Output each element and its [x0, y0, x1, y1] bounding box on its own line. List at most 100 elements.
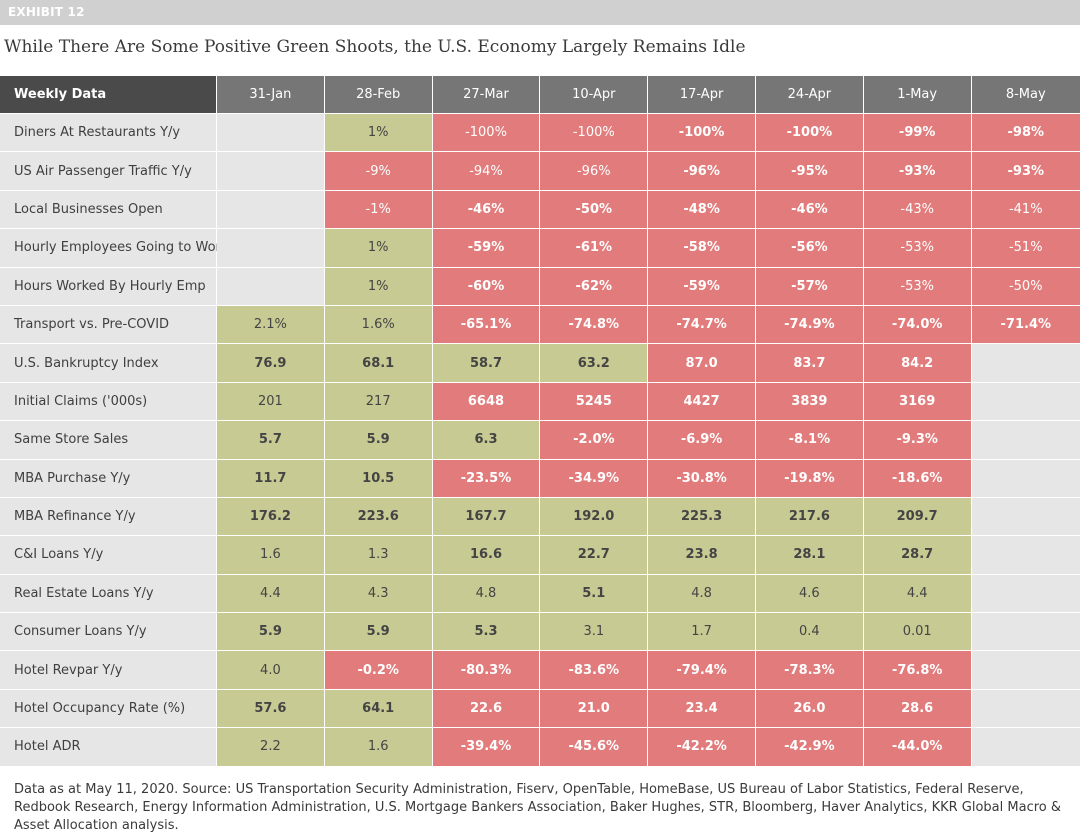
- table-cell: 63.2: [540, 344, 649, 382]
- table-cell: 26.0: [755, 689, 864, 728]
- table-cell: 28.7: [863, 536, 972, 574]
- table-cell: 10.5: [324, 459, 433, 497]
- exhibit-label: EXHIBIT 12: [8, 5, 85, 19]
- table-cell: 4.6: [755, 574, 864, 613]
- table-row: Real Estate Loans Y/y 4.4 4.3 4.8 5.1 4.8 4.6 4…: [0, 574, 1080, 614]
- header-label: Weekly Data: [0, 76, 217, 113]
- table-cell: -93%: [863, 152, 972, 190]
- table-row: Diners At Restaurants Y/y 1% -100% -100% -10…: [0, 114, 1080, 153]
- table-cell: 0.4: [755, 613, 864, 651]
- table-cell: 2.1%: [217, 305, 325, 344]
- table-cell: -96%: [648, 152, 756, 190]
- table-cell: 4.8: [432, 574, 541, 613]
- table-cell: 4.0: [217, 651, 325, 689]
- table-row: C&I Loans Y/y 1.6 1.3 16.6 22.7 23.8 28.1 28.7: [0, 536, 1080, 575]
- table-cell: 217.6: [755, 497, 864, 536]
- table-cell: -53%: [863, 229, 972, 267]
- table-row: Consumer Loans Y/y 5.9 5.9 5.3 3.1 1.7 0.4 0.01: [0, 613, 1080, 652]
- row-label: Local Businesses Open: [0, 190, 217, 229]
- row-label: Same Store Sales: [0, 421, 217, 459]
- table-cell: [217, 152, 325, 190]
- table-cell: [971, 421, 1080, 459]
- row-label: Hotel Revpar Y/y: [0, 651, 217, 689]
- table-cell: -2.0%: [540, 421, 649, 459]
- table-cell: 1%: [324, 267, 433, 305]
- table-cell: 5.9: [217, 613, 325, 651]
- table-cell: [217, 229, 325, 267]
- table-cell: 68.1: [324, 344, 433, 382]
- table-cell: -53%: [863, 267, 972, 305]
- row-label: Transport vs. Pre-COVID: [0, 305, 217, 344]
- table-cell: 2.2: [217, 728, 325, 766]
- table-row: US Air Passenger Traffic Y/y -9% -94% -96% -…: [0, 152, 1080, 191]
- table-cell: 3.1: [540, 613, 649, 651]
- table-cell: -74.0%: [863, 305, 972, 344]
- table-cell: 16.6: [432, 536, 541, 574]
- table-cell: -1%: [324, 190, 433, 229]
- table-cell: 23.4: [648, 689, 756, 728]
- table-cell: -56%: [755, 229, 864, 267]
- table-cell: -100%: [648, 114, 756, 152]
- table-cell: 5.9: [324, 613, 433, 651]
- table-cell: [971, 689, 1080, 728]
- table-cell: [971, 344, 1080, 382]
- table-cell: 4.3: [324, 574, 433, 613]
- table-cell: 28.6: [863, 689, 972, 728]
- table-cell: 1.3: [324, 536, 433, 574]
- table-cell: 76.9: [217, 344, 325, 382]
- table-cell: 1.6%: [324, 305, 433, 344]
- table-cell: 167.7: [432, 497, 541, 536]
- table-cell: 3839: [755, 382, 864, 421]
- table-cell: -79.4%: [648, 651, 756, 689]
- table-cell: -0.2%: [324, 651, 433, 689]
- table-cell: -43%: [863, 190, 972, 229]
- table-cell: -83.6%: [540, 651, 649, 689]
- table-cell: [971, 497, 1080, 536]
- table-cell: 4.4: [217, 574, 325, 613]
- row-label: Hotel ADR: [0, 728, 217, 766]
- table-cell: [971, 651, 1080, 689]
- table-cell: 1.6: [324, 728, 433, 766]
- table-cell: -59%: [432, 229, 541, 267]
- table-cell: -42.2%: [648, 728, 756, 766]
- table-row: Transport vs. Pre-COVID 2.1% 1.6% -65.1% -74…: [0, 305, 1080, 345]
- table-row: MBA Purchase Y/y 11.7 10.5 -23.5% -34.9% -30.…: [0, 459, 1080, 498]
- table-cell: -99%: [863, 114, 972, 152]
- table-cell: -42.9%: [755, 728, 864, 766]
- table-cell: 4.4: [863, 574, 972, 613]
- table-cell: -46%: [755, 190, 864, 229]
- table-row: Hotel Revpar Y/y 4.0 -0.2% -80.3% -83.6% -79.…: [0, 651, 1080, 690]
- table-cell: -61%: [540, 229, 649, 267]
- table-cell: [217, 114, 325, 152]
- source-footnote: Data as at May 11, 2020. Source: US Tran…: [14, 782, 1062, 833]
- table-cell: -78.3%: [755, 651, 864, 689]
- table-cell: 1.6: [217, 536, 325, 574]
- table-cell: 217: [324, 382, 433, 421]
- table-cell: -60%: [432, 267, 541, 305]
- table-cell: [971, 382, 1080, 421]
- column-header-31-jan: 31-Jan: [217, 76, 325, 113]
- table-cell: 223.6: [324, 497, 433, 536]
- table-cell: -50%: [540, 190, 649, 229]
- table-cell: 57.6: [217, 689, 325, 728]
- row-label: MBA Purchase Y/y: [0, 459, 217, 497]
- table-cell: -80.3%: [432, 651, 541, 689]
- table-cell: -95%: [755, 152, 864, 190]
- table-cell: 0.01: [863, 613, 972, 651]
- table-cell: 87.0: [648, 344, 756, 382]
- row-label: Consumer Loans Y/y: [0, 613, 217, 651]
- table-cell: -59%: [648, 267, 756, 305]
- table-cell: [971, 613, 1080, 651]
- table-cell: 5.1: [540, 574, 649, 613]
- table-cell: -18.6%: [863, 459, 972, 497]
- table-cell: 1%: [324, 229, 433, 267]
- table-cell: -71.4%: [971, 305, 1080, 344]
- column-header-10-apr: 10-Apr: [540, 76, 649, 113]
- row-label: Hours Worked By Hourly Emp: [0, 267, 217, 305]
- table-cell: -62%: [540, 267, 649, 305]
- table-cell: -44.0%: [863, 728, 972, 766]
- table-row: U.S. Bankruptcy Index 76.9 68.1 58.7 63.2 87.…: [0, 344, 1080, 383]
- table-cell: -76.8%: [863, 651, 972, 689]
- table-cell: -6.9%: [648, 421, 756, 459]
- row-label: MBA Refinance Y/y: [0, 497, 217, 536]
